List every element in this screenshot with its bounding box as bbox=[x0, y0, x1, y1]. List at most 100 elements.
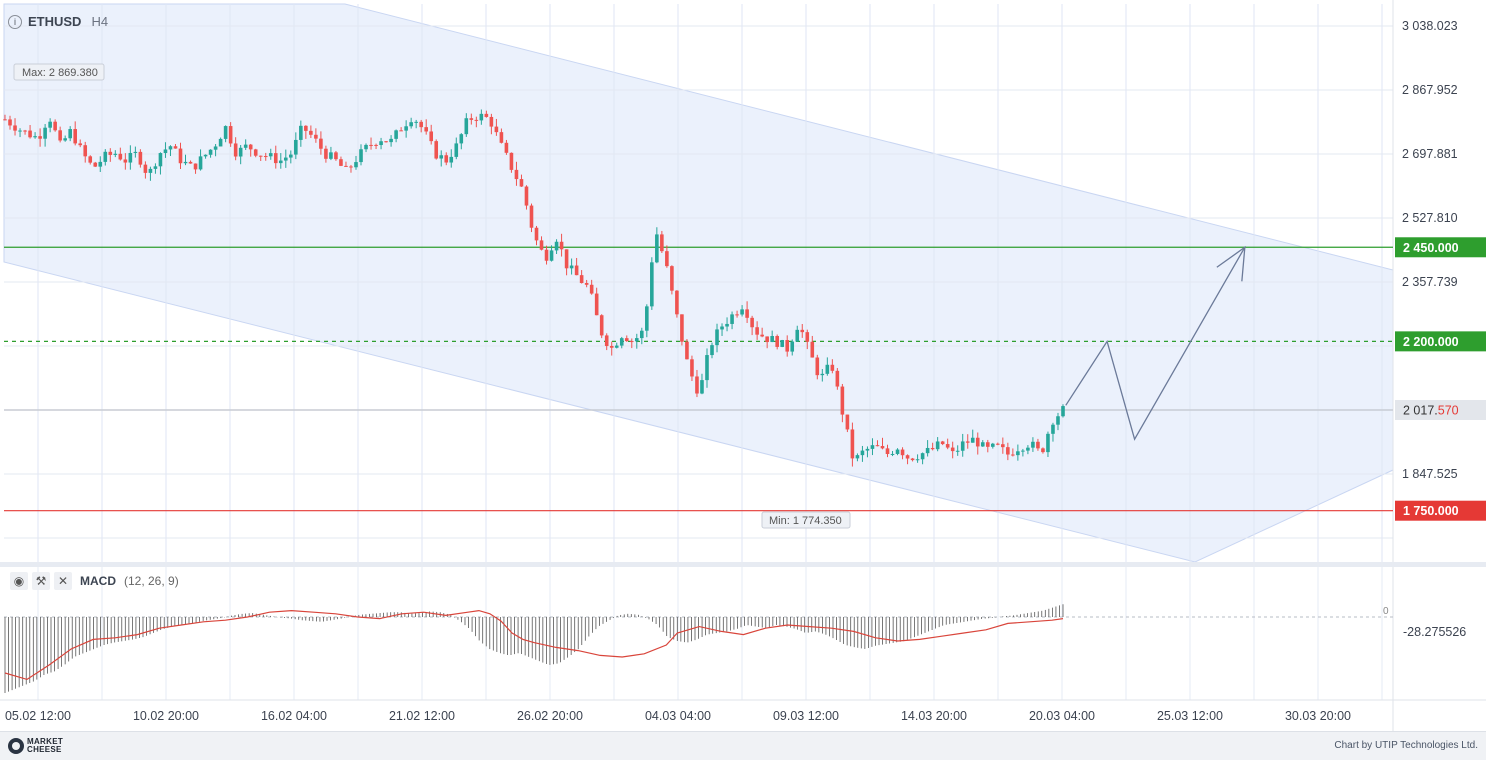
candle-body bbox=[344, 165, 348, 167]
candle-body bbox=[18, 130, 22, 132]
candle-body bbox=[715, 329, 719, 346]
candle-body bbox=[28, 130, 32, 138]
candle-body bbox=[444, 155, 449, 163]
candle-body bbox=[369, 144, 373, 146]
candle-body bbox=[514, 169, 519, 180]
candle-body bbox=[785, 340, 790, 352]
candle-body bbox=[394, 130, 398, 139]
candle-body bbox=[629, 341, 634, 343]
candle-body bbox=[449, 156, 454, 163]
candle-body bbox=[609, 345, 614, 348]
candle-body bbox=[910, 458, 915, 461]
candle-body bbox=[770, 336, 774, 343]
candle-body bbox=[384, 141, 388, 143]
candle-body bbox=[253, 149, 258, 156]
candle-body bbox=[83, 145, 88, 157]
candle-body bbox=[549, 250, 554, 261]
candle-body bbox=[113, 153, 118, 155]
candle-body bbox=[805, 332, 810, 342]
eye-icon[interactable]: ◉ bbox=[10, 572, 28, 590]
candle-body bbox=[263, 156, 268, 158]
info-icon[interactable]: i bbox=[8, 14, 22, 29]
candle-body bbox=[599, 315, 604, 336]
level-tag bbox=[1395, 331, 1486, 352]
candle-body bbox=[905, 455, 910, 459]
candle-body bbox=[1061, 406, 1065, 417]
candle-body bbox=[569, 265, 574, 269]
candle-body bbox=[991, 443, 995, 447]
x-tick-label: 30.03 20:00 bbox=[1285, 709, 1351, 723]
candle-body bbox=[584, 283, 589, 285]
candle-body bbox=[564, 249, 569, 269]
candle-body bbox=[735, 314, 739, 316]
y-tick-label: 2 697.881 bbox=[1402, 147, 1458, 161]
candle-body bbox=[434, 141, 439, 159]
candle-body bbox=[840, 386, 845, 415]
candle-body bbox=[349, 166, 353, 168]
candle-body bbox=[800, 329, 805, 333]
macd-name: MACD bbox=[80, 574, 116, 588]
candle-body bbox=[780, 340, 785, 347]
candle-body bbox=[710, 345, 714, 356]
candle-body bbox=[178, 148, 183, 164]
candle-body bbox=[700, 380, 704, 394]
forecast-arrowhead bbox=[1216, 245, 1246, 282]
candle-body bbox=[1026, 447, 1030, 451]
timeframe-label[interactable]: H4 bbox=[91, 14, 109, 29]
candle-body bbox=[228, 126, 233, 144]
candle-body bbox=[63, 138, 67, 141]
logo-line1: MARKET bbox=[27, 737, 64, 746]
candle-body bbox=[324, 148, 328, 159]
candle-body bbox=[855, 455, 860, 459]
x-tick-label: 25.03 12:00 bbox=[1157, 709, 1223, 723]
candle-body bbox=[3, 119, 7, 121]
candle-body bbox=[43, 127, 47, 139]
candle-body bbox=[93, 162, 98, 167]
candle-body bbox=[208, 149, 213, 155]
candle-body bbox=[153, 166, 158, 169]
candle-body bbox=[935, 441, 940, 450]
candle-body bbox=[624, 338, 629, 342]
candle-body bbox=[915, 459, 920, 461]
candle-body bbox=[524, 186, 529, 206]
candle-body bbox=[965, 441, 970, 443]
candle-body bbox=[1031, 441, 1035, 448]
close-icon[interactable]: ✕ bbox=[54, 572, 72, 590]
candle-body bbox=[604, 335, 609, 346]
price-chart[interactable]: 3 038.023 2 867.952 2 697.881 2 527.810 2 35… bbox=[0, 0, 1486, 731]
candle-body bbox=[955, 450, 960, 452]
candle-body bbox=[1001, 444, 1005, 448]
candle-body bbox=[38, 136, 42, 139]
x-tick-label: 10.02 20:00 bbox=[133, 709, 199, 723]
symbol-label: ETHUSD bbox=[28, 14, 82, 29]
candle-body bbox=[123, 159, 128, 163]
candle-body bbox=[670, 266, 674, 291]
wrench-icon[interactable]: ⚒ bbox=[32, 572, 50, 590]
candle-body bbox=[660, 234, 664, 252]
candle-body bbox=[499, 132, 504, 143]
credit-text: Chart by UTIP Technologies Ltd. bbox=[1334, 740, 1478, 751]
candle-body bbox=[183, 161, 188, 164]
candle-body bbox=[13, 125, 17, 131]
candle-body bbox=[875, 445, 880, 447]
candle-body bbox=[519, 179, 524, 187]
level-tag-label: 1 750.000 bbox=[1403, 504, 1459, 518]
candle-body bbox=[464, 118, 469, 135]
candle-body bbox=[419, 121, 423, 128]
candle-body bbox=[594, 293, 599, 316]
candle-body bbox=[880, 446, 885, 449]
market-cheese-logo[interactable]: MARKET CHEESE bbox=[8, 738, 63, 754]
candle-body bbox=[970, 437, 975, 443]
candle-body bbox=[755, 327, 759, 335]
candle-body bbox=[579, 275, 584, 284]
candle-body bbox=[640, 330, 644, 339]
candle-body bbox=[1041, 448, 1045, 453]
x-tick-label: 05.02 12:00 bbox=[5, 709, 71, 723]
candle-body bbox=[399, 130, 403, 132]
candle-body bbox=[529, 205, 534, 228]
candle-body bbox=[1021, 450, 1025, 452]
candle-body bbox=[534, 227, 539, 241]
trend-channel bbox=[3, 3, 1394, 563]
candle-body bbox=[359, 149, 363, 163]
y-tick-label: 3 038.023 bbox=[1402, 19, 1458, 33]
